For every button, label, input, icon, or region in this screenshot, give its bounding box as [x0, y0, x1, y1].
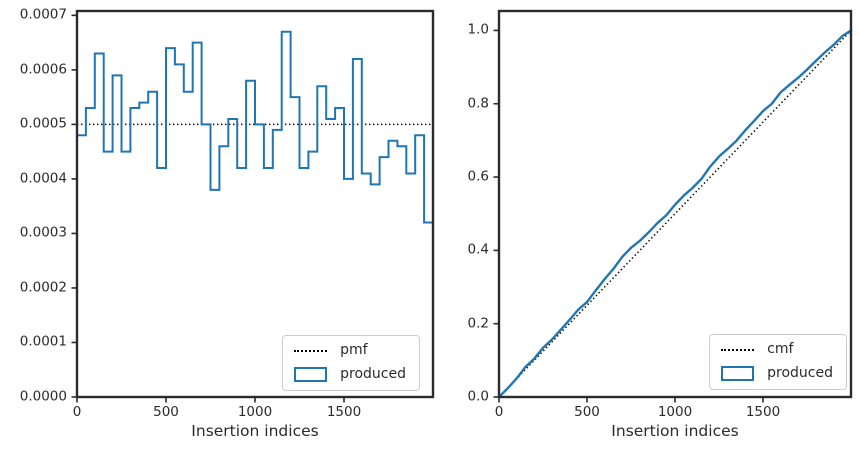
- legend-item-produced: produced: [721, 364, 833, 381]
- right-xaxis-title: Insertion indices: [611, 422, 739, 440]
- legend-label-pmf: pmf: [340, 342, 368, 359]
- x-tick-label: 500: [574, 404, 600, 420]
- legend-item-produced: produced: [294, 365, 406, 382]
- dotted-line-icon: [721, 348, 755, 351]
- left-axes-pmf-histogram: pmf produced Insertion indices 0 500 1000 1…: [20, 8, 435, 440]
- dotted-line-icon: [294, 349, 328, 352]
- x-tick-label: 1000: [657, 404, 693, 420]
- y-tick-label: 0.0003: [19, 224, 67, 241]
- x-tick-label: 1500: [745, 404, 781, 420]
- y-tick-label: 0.2: [467, 314, 489, 331]
- y-tick-label: 0.6: [467, 168, 489, 185]
- right-axes-cmf-line: cmf produced Insertion indices 0 500 1000 1…: [468, 9, 853, 440]
- x-tick-label: 1000: [237, 404, 273, 420]
- x-tick-label: 1500: [326, 404, 362, 420]
- step-outline-icon: [294, 366, 328, 382]
- y-tick-label: 0.0006: [19, 61, 67, 78]
- legend-item-cmf: cmf: [721, 341, 833, 358]
- y-tick-label: 0.0004: [19, 170, 67, 187]
- right-legend: cmf produced: [709, 334, 847, 390]
- legend-item-pmf: pmf: [294, 342, 406, 359]
- left-legend: pmf produced: [282, 335, 420, 391]
- x-tick-label: 0: [494, 404, 504, 420]
- legend-label-produced: produced: [767, 364, 833, 381]
- right-plot-canvas: [493, 9, 853, 403]
- y-tick-label: 0.0000: [19, 388, 67, 405]
- y-tick-label: 0.4: [467, 241, 489, 258]
- left-xaxis-title: Insertion indices: [191, 422, 319, 440]
- y-tick-label: 0.0002: [19, 279, 67, 296]
- y-tick-label: 0.0007: [19, 6, 67, 23]
- left-plot-canvas: [71, 9, 435, 403]
- x-tick-label: 500: [153, 404, 179, 420]
- y-tick-label: 0.0: [467, 388, 489, 405]
- x-tick-label: 0: [72, 404, 82, 420]
- y-tick-label: 0.8: [467, 94, 489, 111]
- legend-label-produced: produced: [340, 365, 406, 382]
- legend-label-cmf: cmf: [767, 341, 794, 358]
- step-outline-icon: [721, 365, 755, 381]
- y-tick-label: 1.0: [467, 21, 489, 38]
- y-tick-label: 0.0001: [19, 333, 67, 350]
- y-tick-label: 0.0005: [19, 115, 67, 132]
